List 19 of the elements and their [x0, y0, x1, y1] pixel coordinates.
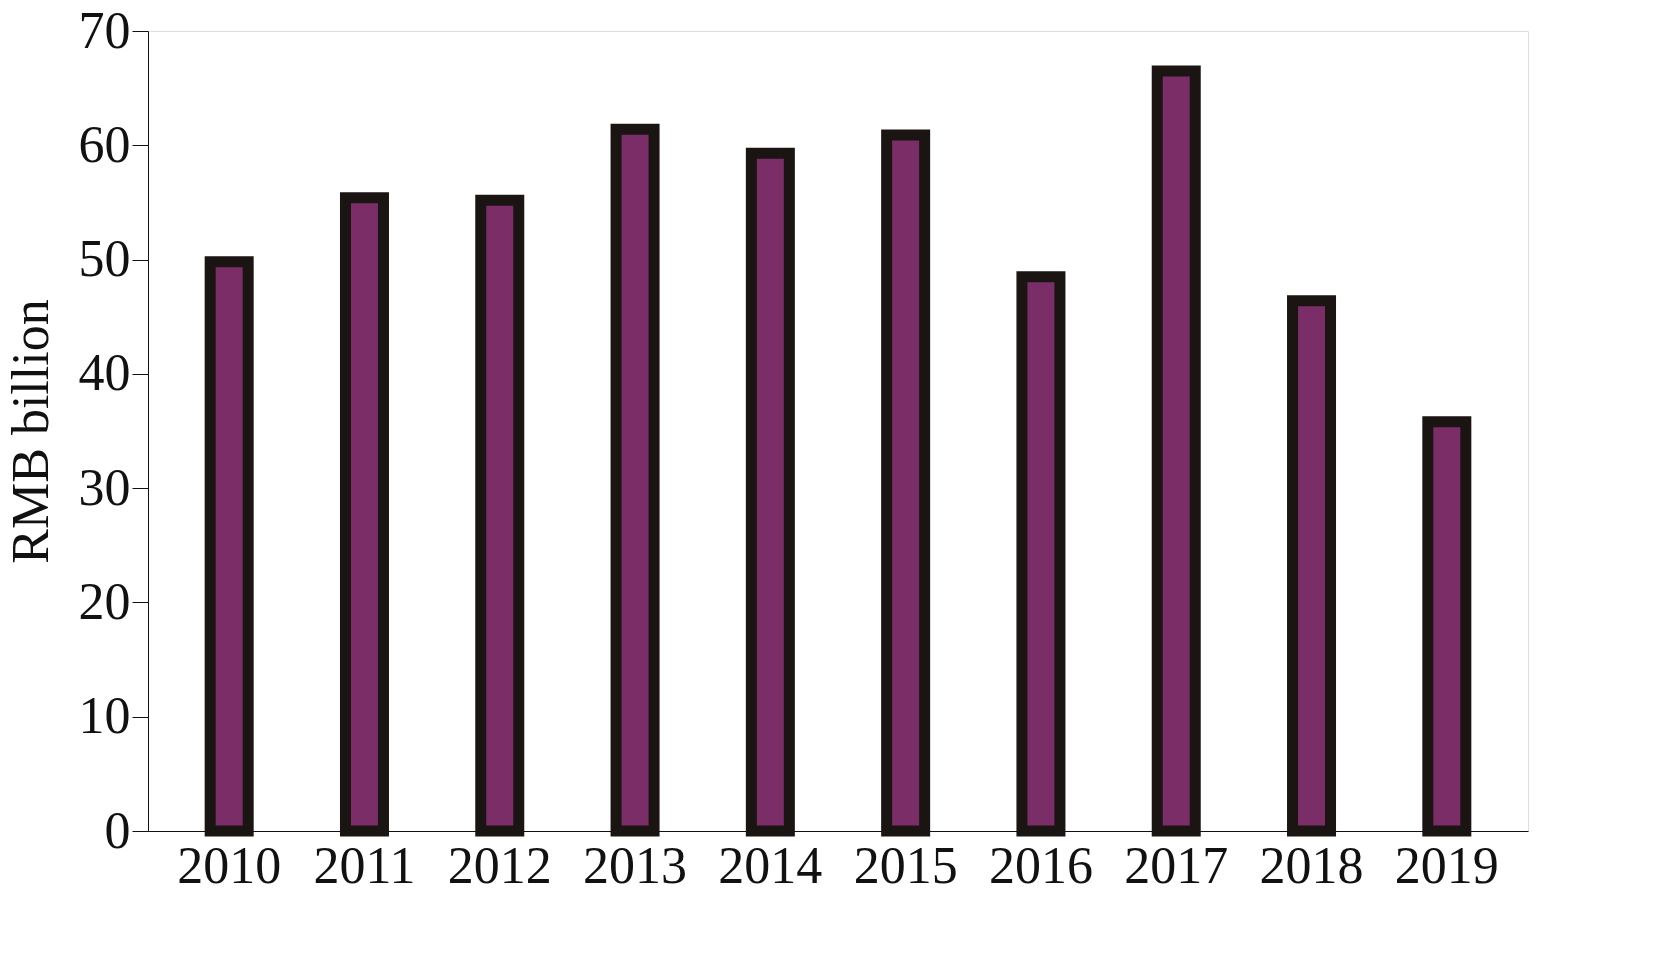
- y-axis-title: RMB billion: [1, 299, 59, 564]
- y-tick-label: 40: [78, 344, 131, 402]
- x-tick-label: 2013: [583, 836, 688, 894]
- y-tick-label: 60: [78, 115, 131, 173]
- y-tick-label: 20: [78, 572, 131, 630]
- y-tick-label: 70: [78, 1, 131, 59]
- x-tick-label: 2019: [1394, 836, 1499, 894]
- y-tick-label: 30: [78, 458, 131, 516]
- x-tick-label: 2016: [988, 836, 1093, 894]
- y-tick-label: 10: [78, 687, 131, 745]
- x-tick-label: 2017: [1124, 836, 1229, 894]
- y-tick-label: 0: [104, 801, 131, 859]
- x-tick-label: 2012: [447, 836, 552, 894]
- x-tick-label: 2011: [313, 836, 416, 894]
- y-tick-label: 50: [78, 230, 131, 288]
- x-tick-label: 2014: [718, 836, 823, 894]
- x-tick-label: 2010: [177, 836, 282, 894]
- x-tick-label: 2015: [853, 836, 958, 894]
- x-tick-label: 2018: [1259, 836, 1364, 894]
